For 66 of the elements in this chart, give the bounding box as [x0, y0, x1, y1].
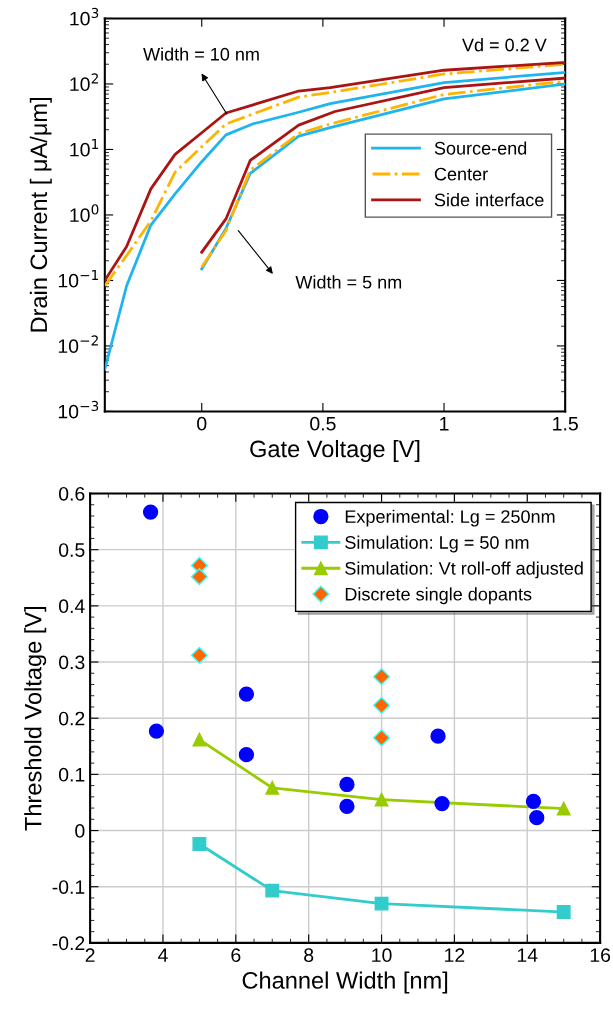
point	[265, 883, 280, 898]
annotation: Vd = 0.2 V	[462, 38, 547, 52]
y-tick-label: 10$^{2}$	[70, 73, 98, 92]
x-tick-label: 6	[231, 948, 241, 963]
legend-label: Source-end	[434, 141, 527, 155]
point	[556, 801, 571, 816]
point	[142, 504, 159, 520]
y-tick-label: 0.2	[58, 711, 85, 726]
legend-label: Experimental: Lg = 250nm	[345, 509, 555, 527]
y-axis-title: Threshold Voltage [V]	[24, 606, 47, 831]
x-tick-label: 4	[158, 948, 168, 962]
y-tick-label: 0.6	[58, 486, 85, 501]
point	[525, 793, 542, 809]
legend-label: Center	[434, 167, 488, 181]
point	[374, 792, 389, 807]
point	[529, 809, 545, 826]
legend-label: Side interface	[434, 193, 544, 207]
point	[372, 668, 391, 686]
y-tick-label: 10$^{−2}$	[58, 335, 98, 354]
point	[192, 837, 207, 851]
y-tick-label: 10$^{−1}$	[58, 269, 98, 288]
x-tick-label: 2	[85, 948, 95, 962]
x-tick-label: 12	[445, 948, 465, 962]
x-tick-label: 10	[372, 948, 392, 963]
legend-label: Simulation: Lg = 50 nm	[345, 535, 529, 553]
point	[372, 696, 391, 714]
point	[434, 795, 450, 812]
point	[374, 896, 389, 911]
legend-label: Simulation: Vt roll-off adjusted	[345, 561, 583, 579]
annotation: Width = 10 nm	[143, 47, 259, 61]
y-tick-label: 10$^{−3}$	[58, 400, 99, 419]
x-tick-label: 14	[517, 948, 538, 962]
y-axis-title: Drain Current [ μA/μm]	[29, 98, 52, 332]
point	[265, 780, 280, 795]
x-axis-title: Channel Width [nm]	[242, 971, 448, 994]
line-series	[104, 71, 566, 371]
x-axis-title: Gate Voltage [V]	[250, 439, 420, 462]
x-tick-label: 1.5	[553, 417, 578, 431]
point	[238, 747, 255, 763]
y-tick-label: 0.1	[58, 767, 85, 782]
legend-label: Discrete single dopants	[345, 587, 532, 605]
y-tick-label: 0.3	[58, 655, 85, 670]
point	[190, 568, 208, 586]
x-tick-label: 0.5	[310, 416, 336, 431]
point	[148, 723, 165, 739]
y-tick-label: 0	[75, 824, 85, 838]
y-tick-label: 10$^{0}$	[70, 204, 99, 223]
point	[238, 686, 255, 702]
x-tick-label: 16	[590, 948, 611, 963]
y-tick-label: -0.1	[52, 880, 85, 894]
x-tick-label: 1	[440, 417, 449, 431]
y-tick-label: 10$^{1}$	[70, 139, 99, 157]
y-tick-label: 0.5	[58, 543, 85, 557]
annotation: Width = 5 nm	[295, 275, 402, 289]
point	[339, 798, 355, 815]
point	[192, 732, 207, 747]
y-tick-label: 0.4	[58, 599, 85, 614]
x-tick-label: 8	[304, 948, 314, 963]
point	[556, 905, 571, 919]
y-tick-label: 10$^{3}$	[70, 7, 99, 26]
x-tick-label: 0	[197, 416, 207, 431]
point	[190, 646, 208, 664]
point	[339, 776, 355, 793]
point	[430, 728, 446, 744]
point	[372, 729, 391, 747]
y-tick-label: -0.2	[52, 936, 85, 951]
